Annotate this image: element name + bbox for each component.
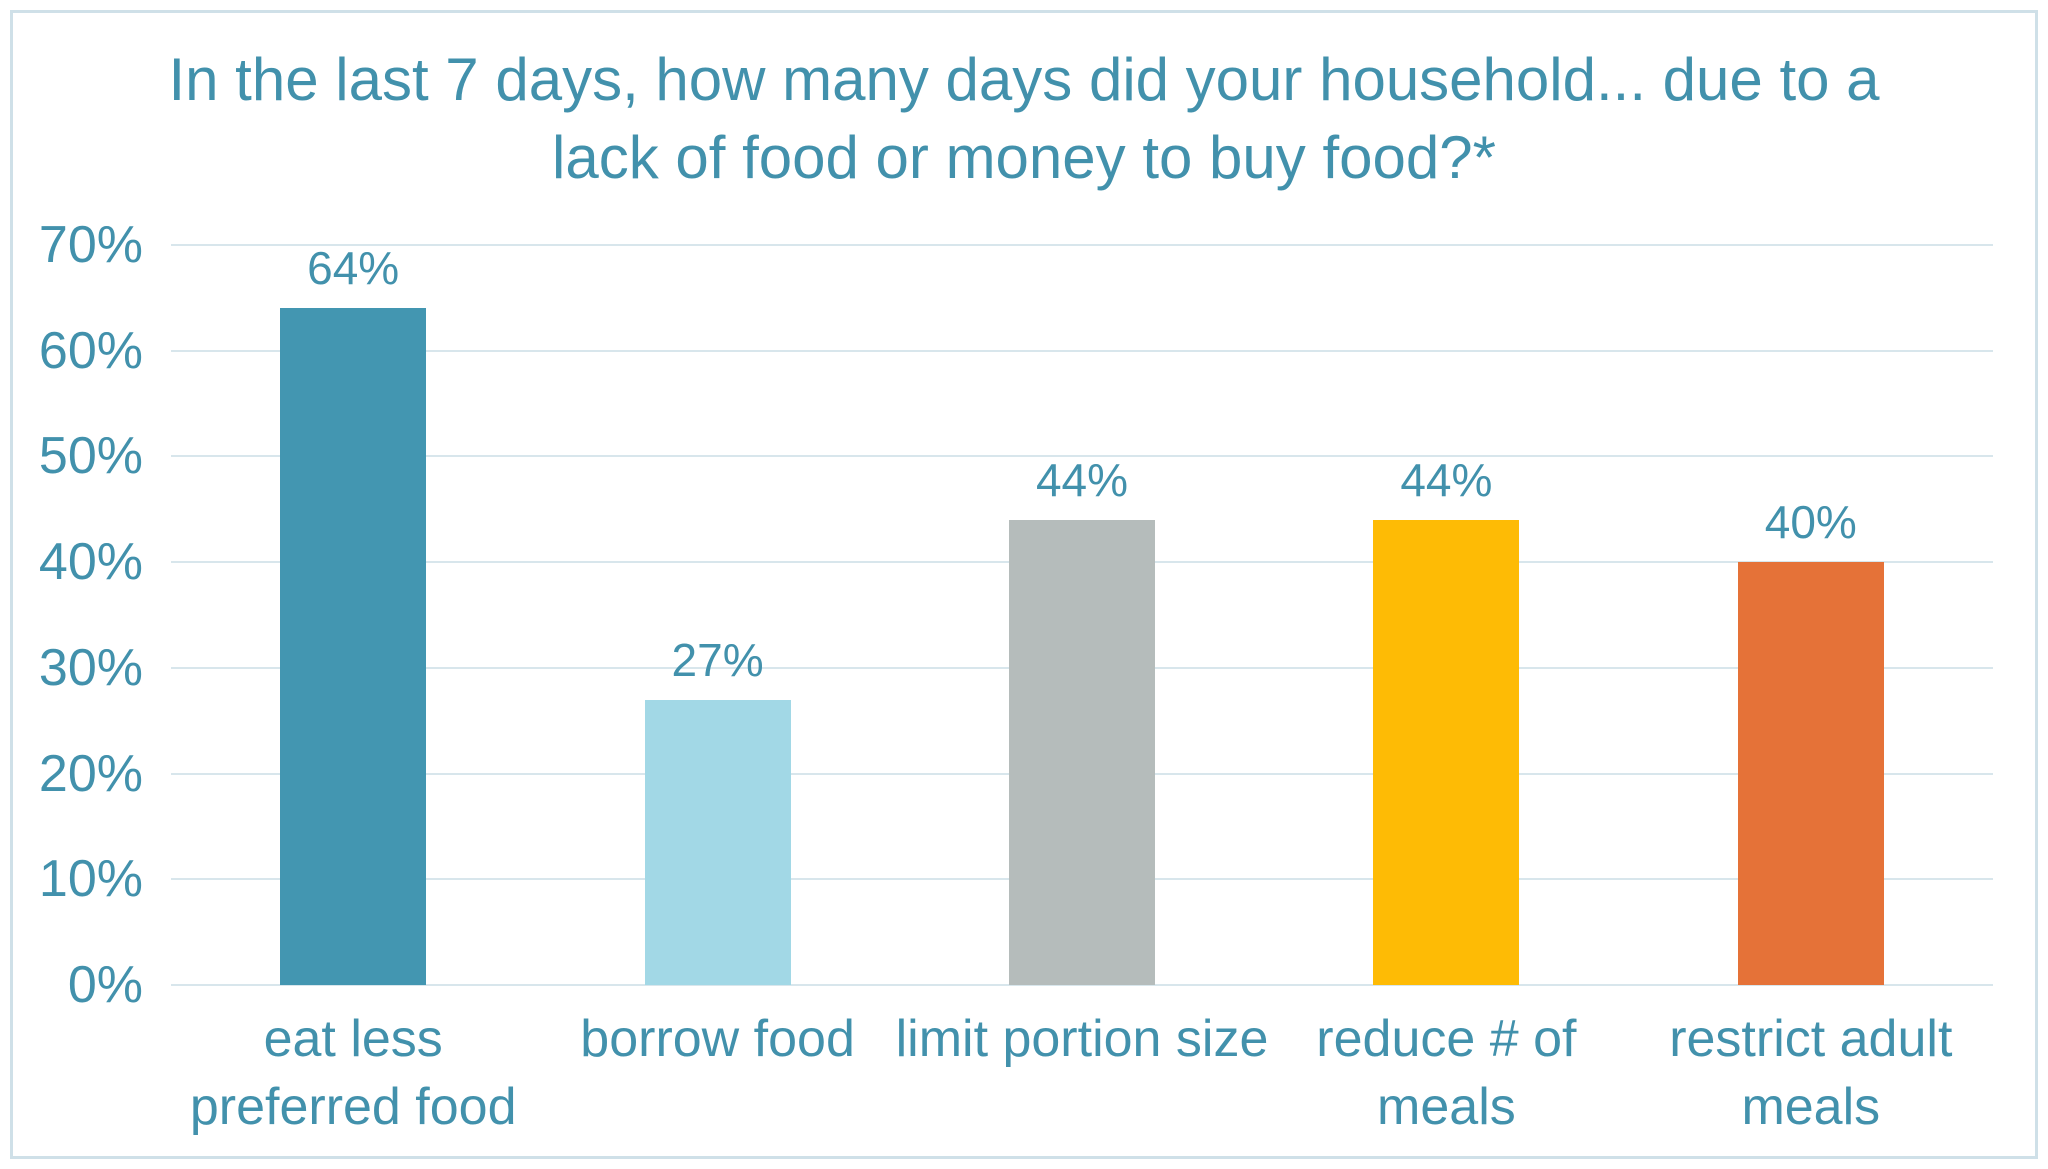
bar-restrict-adult-meals <box>1737 562 1884 985</box>
gridline-70% <box>171 244 1993 246</box>
x-axis-label-restrict-adult-meals: restrict adult meals <box>1581 1005 2041 1141</box>
y-axis-tick-label-0%: 0% <box>67 956 143 1014</box>
y-axis-tick-label-50%: 50% <box>38 427 143 486</box>
x-axis-label-line: eat less <box>263 1010 443 1068</box>
bar-borrow-food <box>644 699 791 985</box>
x-axis-label-line: borrow food <box>580 1010 855 1068</box>
y-axis-tick-label-30%: 30% <box>38 638 143 697</box>
bar-reduce-of-meals <box>1373 519 1520 985</box>
y-axis-tick-label-40%: 40% <box>38 533 143 592</box>
chart-title-line-2: lack of food or money to buy food?* <box>552 124 1496 191</box>
x-axis-label-reduce-of-meals: reduce # of meals <box>1216 1005 1676 1141</box>
chart-title-line-1: In the last 7 days, how many days did yo… <box>168 46 1880 113</box>
y-axis-tick-label-60%: 60% <box>38 321 143 380</box>
x-axis-label-limit-portion-size: limit portion size <box>852 1005 1312 1073</box>
y-axis-tick-label-70%: 70% <box>38 216 143 274</box>
y-axis-tick-label-10%: 10% <box>38 850 143 909</box>
x-axis-label-line: restrict adult <box>1669 1010 1953 1068</box>
x-axis-label-line: meals <box>1741 1078 1881 1136</box>
bar-limit-portion-size <box>1009 519 1155 985</box>
chart-title: In the last 7 days, how many days did yo… <box>13 41 2035 197</box>
x-axis-label-eat-less-preferred-food: eat less preferred food <box>123 1005 583 1141</box>
gridline-60% <box>171 349 1993 352</box>
chart-frame: In the last 7 days, how many days did yo… <box>10 10 2038 1159</box>
x-axis-label-line: preferred food <box>189 1078 517 1136</box>
gridline-0% <box>171 984 1993 986</box>
value-label-limit-portion-size: 44% <box>1035 453 1129 506</box>
x-axis-label-line: reduce # of <box>1316 1010 1577 1068</box>
x-axis-label-borrow-food: borrow food <box>488 1005 948 1073</box>
value-label-restrict-adult-meals: 40% <box>1764 496 1857 549</box>
value-label-borrow-food: 27% <box>671 633 764 686</box>
x-axis-label-line: meals <box>1377 1078 1516 1136</box>
value-label-eat-less-preferred-food: 64% <box>307 242 400 295</box>
y-axis-tick-label-20%: 20% <box>38 744 143 803</box>
bar-eat-less-preferred-food <box>280 308 427 985</box>
value-label-reduce-of-meals: 44% <box>1400 453 1493 506</box>
gridline-50% <box>171 455 1993 458</box>
x-axis-label-line: limit portion size <box>895 1010 1269 1068</box>
